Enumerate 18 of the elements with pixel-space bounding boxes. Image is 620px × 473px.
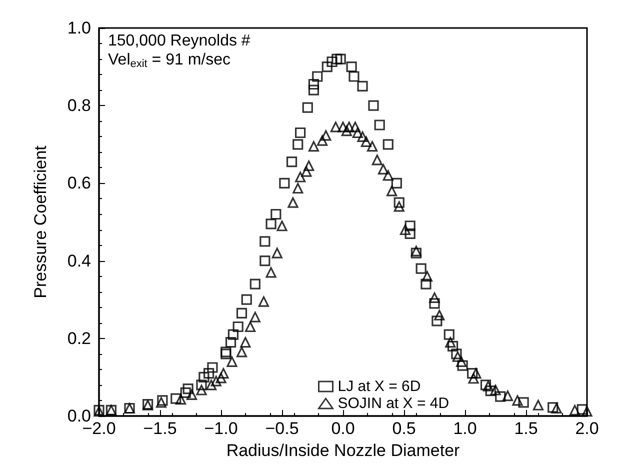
x-tick-label: 1.0 <box>453 419 477 438</box>
x-tick-label: −1.5 <box>143 419 177 438</box>
x-axis-title: Radius/Inside Nozzle Diameter <box>226 440 460 460</box>
x-tick-label: 0.0 <box>331 419 355 438</box>
y-tick-label: 1.0 <box>67 18 91 38</box>
x-tick-label: 0.5 <box>392 419 416 438</box>
x-tick-label: 2.0 <box>575 419 599 438</box>
y-tick-label: 0.4 <box>67 251 91 270</box>
x-tick-label: −0.5 <box>265 419 299 438</box>
x-tick-label: −1.0 <box>204 419 238 438</box>
y-tick-label: 0.6 <box>67 174 91 193</box>
legend-label: SOJIN at X = 4D <box>338 395 450 412</box>
annotation: 150,000 Reynolds # <box>108 32 250 50</box>
y-tick-label: 0.2 <box>67 328 91 348</box>
x-tick-label: 1.5 <box>514 419 538 438</box>
legend-label: LJ at X = 6D <box>338 378 421 395</box>
y-axis-title: Pressure Coefficient <box>31 145 50 298</box>
y-tick-label: 0.8 <box>67 96 91 116</box>
